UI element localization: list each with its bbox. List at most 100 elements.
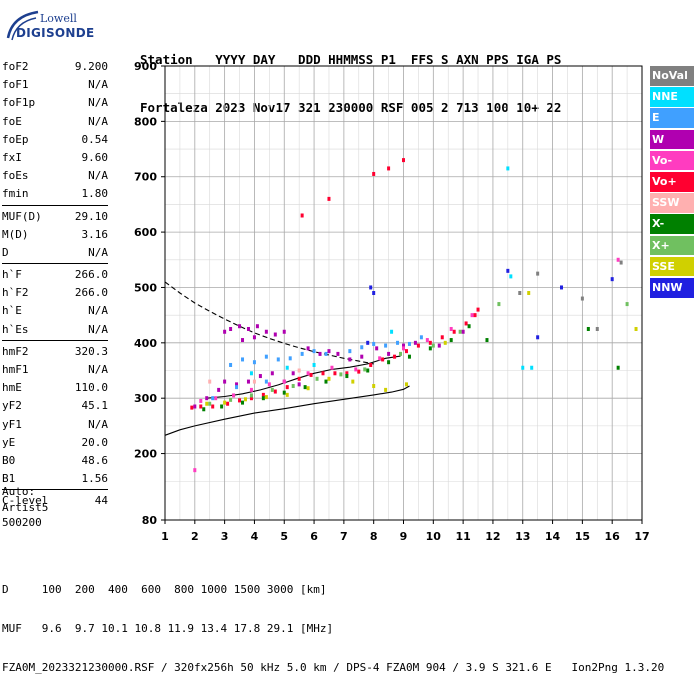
data-point (372, 291, 376, 295)
param-label: foEp (2, 132, 29, 146)
data-point (431, 343, 435, 348)
data-point (372, 384, 376, 389)
x-tick-label: 12 (485, 530, 500, 543)
data-point (306, 346, 310, 351)
data-point (437, 343, 441, 348)
data-point (321, 371, 325, 376)
param-label: foF1p (2, 96, 36, 110)
data-point (288, 356, 292, 361)
curve-profile (206, 355, 401, 399)
param-value: 266.0 (74, 286, 108, 300)
data-point (357, 369, 361, 374)
data-point (270, 371, 274, 376)
x-tick-label: 8 (370, 530, 378, 543)
data-point (506, 268, 510, 273)
data-point (327, 376, 331, 381)
data-point (264, 379, 268, 384)
data-point (261, 392, 265, 397)
curve-upper (164, 281, 374, 365)
data-point (202, 407, 206, 412)
param-value: N/A (88, 363, 108, 376)
data-point (285, 365, 289, 370)
data-point (506, 166, 510, 171)
data-point (407, 341, 411, 346)
series-X+ (208, 302, 629, 406)
data-point (211, 396, 215, 401)
data-point (315, 376, 319, 381)
param-value: 9.200 (74, 60, 108, 73)
param-label: yE (2, 435, 16, 449)
parameters-panel: foF2 9.200 foF1 N/A foF1p N/A foE N/A foEp 0.54 fx… (2, 58, 108, 511)
legend-item: NNE (650, 87, 694, 107)
data-point (536, 271, 540, 276)
legend-item: X+ (650, 235, 694, 256)
data-point (440, 335, 444, 340)
data-point (229, 362, 233, 367)
data-point (190, 405, 194, 410)
param-row: hmF2 320.3 (2, 343, 108, 361)
y-tick-label: 400 (134, 337, 157, 350)
series-Vo+ (190, 158, 480, 410)
data-point (249, 393, 253, 398)
legend-item: NNW (650, 277, 694, 298)
data-point (443, 340, 447, 345)
data-point (369, 285, 373, 290)
param-row: hmE 110.0 (2, 379, 108, 397)
series-X- (202, 324, 620, 412)
y-tick-label: 500 (134, 281, 157, 294)
param-row: C-level 44 (2, 492, 108, 510)
param-label: h`F (2, 268, 22, 282)
data-point (324, 351, 328, 356)
data-point (497, 302, 501, 307)
data-point (464, 321, 468, 326)
data-point (249, 387, 253, 392)
x-tick-label: 16 (605, 530, 621, 543)
data-point (348, 349, 352, 354)
data-point (616, 257, 620, 262)
x-tick-label: 4 (251, 530, 259, 543)
data-point (467, 324, 471, 329)
data-point (232, 393, 236, 398)
param-label: MUF(D) (2, 209, 42, 223)
digisonde-logo: Lowell DIGISONDE (4, 8, 94, 48)
param-value: N/A (88, 78, 108, 92)
legend-item: Vo+ (650, 171, 694, 192)
data-point (318, 351, 322, 356)
data-point (485, 338, 489, 343)
data-point (241, 357, 245, 362)
data-point (220, 404, 224, 409)
param-value: 9.60 (81, 150, 109, 164)
data-point (366, 368, 370, 373)
data-point (393, 354, 397, 359)
param-value: N/A (88, 245, 108, 259)
legend-item: NoVal (650, 66, 694, 86)
data-point (333, 371, 337, 376)
data-point (226, 401, 230, 406)
data-point (238, 324, 242, 329)
x-tick-label: 3 (221, 530, 229, 543)
data-point (309, 372, 313, 377)
data-point (509, 274, 513, 279)
param-label: h`E (2, 304, 22, 318)
data-point (390, 329, 394, 334)
data-point (384, 387, 388, 392)
param-value: 1.80 (81, 187, 109, 201)
data-point (425, 338, 429, 343)
data-point (273, 332, 277, 337)
data-point (199, 404, 203, 409)
param-row: yF1 N/A (2, 416, 108, 434)
series-Vo- (193, 257, 620, 473)
data-point (208, 401, 212, 406)
x-tick-label: 6 (310, 530, 318, 543)
data-point (264, 329, 268, 334)
series-NNE (249, 166, 534, 376)
data-point (369, 362, 373, 367)
data-point (270, 387, 274, 392)
data-point (348, 357, 352, 362)
data-point (404, 382, 408, 387)
param-label: C-level (2, 494, 49, 508)
data-point (241, 400, 245, 405)
legend-item: SSW (650, 193, 694, 213)
data-point (363, 367, 367, 372)
data-point (595, 326, 599, 331)
